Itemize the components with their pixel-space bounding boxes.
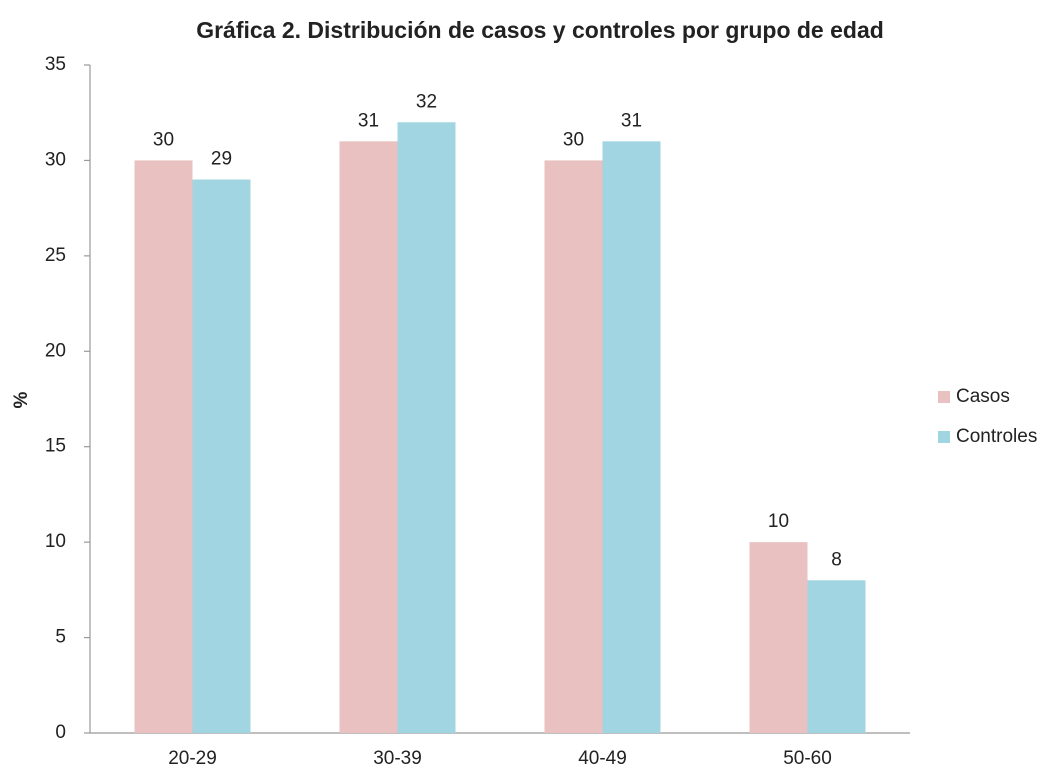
y-tick-label: 15 — [45, 436, 66, 457]
data-label: 30 — [153, 129, 174, 150]
x-tick-label: 30-39 — [373, 748, 422, 769]
bar — [602, 141, 661, 734]
x-tick-label: 20-29 — [168, 748, 217, 769]
y-tick-label: 10 — [45, 531, 66, 552]
data-label: 31 — [621, 110, 642, 131]
legend-swatch — [938, 431, 950, 443]
bar — [397, 122, 456, 733]
y-tick-label: 20 — [45, 340, 66, 361]
legend-swatch — [938, 391, 950, 403]
bar — [134, 160, 193, 733]
y-tick-label: 35 — [45, 54, 66, 75]
y-tick-label: 0 — [55, 722, 66, 743]
data-label: 31 — [358, 110, 379, 131]
data-label: 29 — [211, 149, 232, 170]
bar — [807, 580, 866, 733]
y-axis-label: % — [11, 391, 32, 408]
data-label: 32 — [416, 91, 437, 112]
y-tick-label: 5 — [55, 627, 66, 648]
y-tick-label: 25 — [45, 245, 66, 266]
legend-label: Casos — [956, 386, 1010, 407]
y-tick-label: 30 — [45, 149, 66, 170]
bar — [339, 141, 398, 734]
data-label: 8 — [831, 549, 842, 570]
bar — [544, 160, 603, 733]
bar — [749, 542, 808, 733]
legend-label: Controles — [956, 426, 1037, 447]
chart-title: Gráfica 2. Distribución de casos y contr… — [196, 17, 884, 43]
x-tick-label: 50-60 — [783, 748, 832, 769]
x-tick-label: 40-49 — [578, 748, 627, 769]
data-label: 30 — [563, 129, 584, 150]
bar — [192, 179, 251, 733]
data-label: 10 — [768, 511, 789, 532]
